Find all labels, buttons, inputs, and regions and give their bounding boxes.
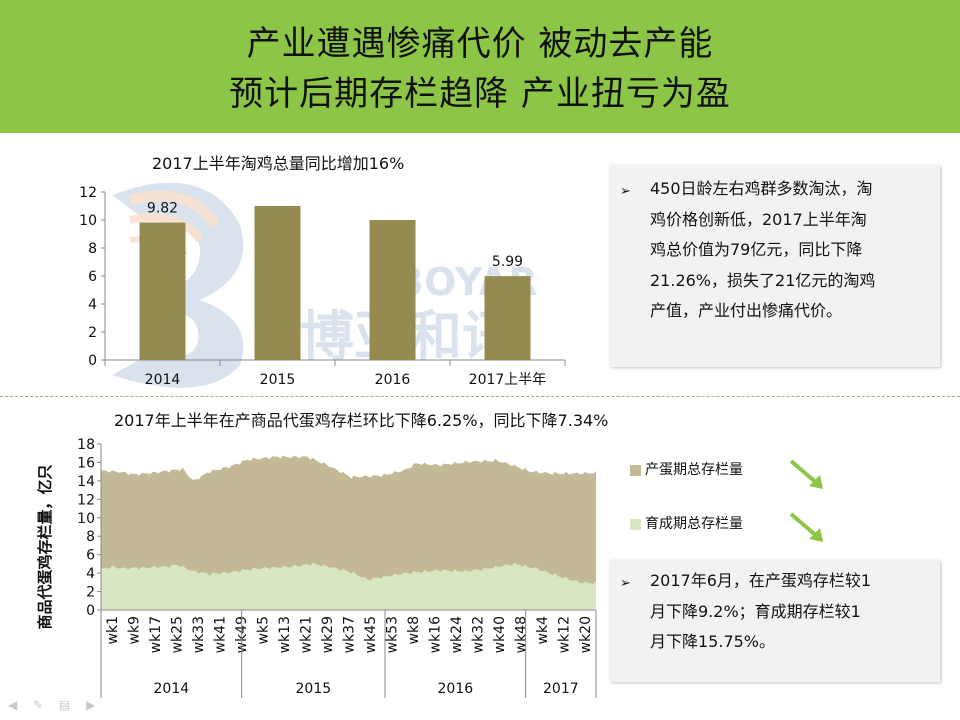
- x-tick-label: wk1: [105, 616, 121, 644]
- note-1-text: 450日龄左右鸡群多数淘汰，淘 鸡价格创新低，2017上半年淘 鸡总价值为79亿…: [650, 174, 875, 327]
- legend-item-laying: 产蛋期总存栏量: [630, 459, 743, 479]
- y-tick-label: 4: [88, 297, 97, 313]
- y-tick-label: 0: [86, 603, 95, 619]
- x-tick-label: wk8: [406, 616, 422, 644]
- y-tick-label: 2: [86, 585, 95, 601]
- x-tick-label: wk45: [363, 616, 379, 653]
- slide-nav-icons[interactable]: ◀ ✎ ▤ ▶: [8, 698, 102, 712]
- x-tick-label: wk13: [277, 616, 293, 653]
- legend-item-growing: 育成期总存栏量: [630, 513, 743, 533]
- title-banner: 产业遭遇惨痛代价 被动去产能 预计后期存栏趋降 产业扭亏为盈: [0, 0, 960, 133]
- x-tick-label: wk16: [428, 616, 444, 653]
- note-2-text: 2017年6月，在产蛋鸡存栏较1 月下降9.2%；育成期存栏较1 月下降15.7…: [650, 566, 871, 658]
- x-tick-label: wk32: [471, 616, 487, 653]
- area-chart-title: 2017年上半年在产商品代蛋鸡存栏环比下降6.25%，同比下降7.34%: [114, 411, 609, 430]
- y-axis-title: 商品代蛋鸡存栏量，亿只: [36, 464, 54, 629]
- bar: [484, 276, 531, 360]
- title-line-1: 产业遭遇惨痛代价 被动去产能: [246, 24, 714, 64]
- y-tick-label: 12: [77, 492, 95, 508]
- area-series: [101, 562, 596, 610]
- y-tick-label: 10: [77, 511, 95, 527]
- x-tick-label: wk12: [557, 616, 573, 653]
- year-label: 2015: [296, 681, 332, 697]
- note-1-line: 产值，产业付出惨痛代价。: [650, 301, 843, 320]
- year-label: 2017: [543, 681, 579, 697]
- note-2-line: 月下降15.75%。: [650, 632, 776, 651]
- note-2-line: 2017年6月，在产蛋鸡存栏较1: [650, 571, 872, 590]
- down-arrow-icon: [789, 459, 823, 489]
- year-label: 2014: [154, 681, 190, 697]
- x-tick-label: wk33: [191, 616, 207, 653]
- x-tick-label: wk20: [578, 616, 594, 653]
- x-tick-label: wk21: [298, 616, 314, 653]
- x-tick-label: wk53: [385, 616, 401, 653]
- title-line-2: 预计后期存栏趋降 产业扭亏为盈: [229, 74, 731, 114]
- note-box-1: ➢ 450日龄左右鸡群多数淘汰，淘 鸡价格创新低，2017上半年淘 鸡总价值为7…: [610, 165, 940, 367]
- x-tick-label: 2016: [375, 372, 411, 388]
- x-tick-label: 2015: [260, 372, 296, 388]
- y-tick-label: 8: [86, 529, 95, 545]
- x-tick-label: wk41: [212, 616, 228, 653]
- x-tick-label: wk40: [492, 616, 508, 653]
- area-chart: 0 2 4 6 8 10 12 14 16 18 商品代蛋鸡存栏量，亿只 wk1 wk9 wk17 wk25…: [36, 437, 597, 698]
- x-tick-label: wk17: [148, 616, 164, 653]
- bullet-icon: ➢: [620, 184, 631, 199]
- bar-chart-title: 2017上半年淘鸡总量同比增加16%: [152, 154, 405, 173]
- y-tick-label: 8: [88, 241, 97, 257]
- bar-chart: 0 2 4 6 8 10 12 2014 9.82 2015 2016 2017上半年 5.99: [79, 185, 566, 388]
- y-tick-label: 12: [79, 185, 97, 201]
- down-arrow-icon: [789, 512, 823, 542]
- y-tick-label: 6: [88, 269, 97, 285]
- y-tick-label: 6: [86, 548, 95, 564]
- note-1-line: 21.26%，损失了21亿元的淘鸡: [650, 270, 876, 290]
- year-label: 2016: [438, 681, 474, 697]
- y-tick-label: 10: [79, 213, 97, 229]
- data-label: 9.82: [147, 201, 178, 217]
- bar: [139, 222, 186, 360]
- bar: [254, 206, 301, 360]
- y-tick-label: 14: [77, 474, 95, 490]
- x-tick-label: wk37: [342, 616, 358, 653]
- note-box-2: ➢ 2017年6月，在产蛋鸡存栏较1 月下降9.2%；育成期存栏较1 月下降15…: [610, 560, 940, 682]
- x-tick-label: 2017上半年: [469, 372, 547, 388]
- note-2-line: 月下降9.2%；育成期存栏较1: [650, 601, 861, 621]
- note-1-line: 鸡总价值为79亿元，同比下降: [650, 240, 863, 259]
- x-tick-label: wk5: [255, 616, 271, 644]
- bar: [369, 220, 416, 360]
- legend-label-laying: 产蛋期总存栏量: [645, 462, 743, 478]
- x-tick-label: wk29: [320, 616, 336, 653]
- legend-swatch-growing: [630, 518, 641, 530]
- note-1-line: 450日龄左右鸡群多数淘汰，淘: [650, 179, 873, 198]
- bullet-icon: ➢: [620, 576, 631, 591]
- y-tick-label: 18: [77, 437, 95, 453]
- x-tick-label: wk25: [169, 616, 185, 653]
- y-tick-label: 4: [86, 566, 95, 582]
- x-tick-label: wk4: [535, 616, 551, 645]
- x-tick-label: wk9: [126, 616, 142, 644]
- y-tick-label: 2: [88, 325, 97, 341]
- section-divider: [0, 396, 960, 397]
- y-tick-label: 0: [88, 353, 97, 369]
- y-tick-label: 16: [77, 455, 95, 471]
- data-label: 5.99: [492, 254, 523, 270]
- legend-label-growing: 育成期总存栏量: [645, 516, 743, 532]
- legend-swatch-laying: [630, 464, 641, 476]
- x-tick-label: wk48: [514, 616, 530, 653]
- x-tick-label: 2014: [145, 372, 181, 388]
- x-tick-label: wk24: [449, 616, 465, 653]
- note-1-line: 鸡价格创新低，2017上半年淘: [650, 209, 867, 229]
